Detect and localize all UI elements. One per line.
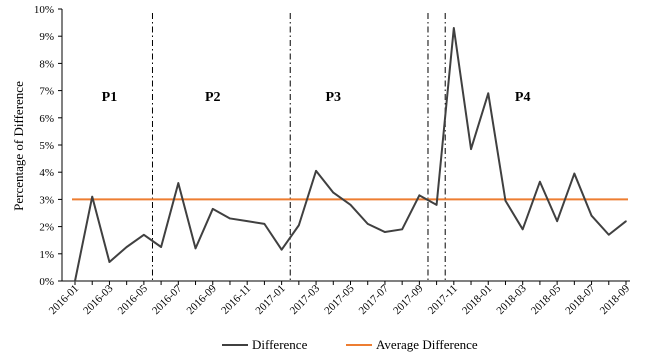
series-difference-point <box>229 217 231 220</box>
x-tick-label: 2018-03 <box>494 282 529 317</box>
series-difference-point <box>91 195 94 198</box>
period-labels: P1 P2 P3 P4 <box>102 90 531 105</box>
series-difference-point <box>246 220 248 222</box>
series-difference-point <box>74 280 76 282</box>
legend-label-average-difference: Average Difference <box>376 337 478 352</box>
x-axis: 2016-01 2016-03 2016-05 2016-07 2016-09 2016-… <box>47 280 633 317</box>
x-tick-label: 2017-03 <box>288 282 323 317</box>
series-difference-point <box>332 191 335 194</box>
series-difference-point <box>487 92 490 95</box>
y-tick-label: 9% <box>39 31 54 43</box>
x-tick-label: 2017-01 <box>253 283 287 317</box>
series-difference-point <box>108 261 111 263</box>
series-difference-point <box>160 246 162 248</box>
series-difference-point <box>125 246 128 248</box>
series-difference-point <box>298 224 300 227</box>
series-difference-line <box>74 27 627 282</box>
x-tick-label: 2018-07 <box>563 282 598 317</box>
series-difference-point <box>470 148 472 150</box>
x-tick-label: 2017-09 <box>391 282 426 317</box>
x-tick-label: 2016-09 <box>184 282 219 317</box>
y-tick-label: 7% <box>39 86 54 98</box>
series-difference-point <box>625 220 627 222</box>
x-tick-label: 2018-05 <box>529 282 564 317</box>
series-difference-point <box>263 223 266 225</box>
x-tick-label: 2016-07 <box>150 282 185 317</box>
x-tick-label: 2017-11 <box>426 283 460 317</box>
x-tick-label: 2016-11 <box>219 283 253 317</box>
y-axis: 0% 1% 2% 3% 4% 5% 6% 7% 8% 9% 10% <box>34 4 63 288</box>
series-difference-point <box>453 27 455 29</box>
x-tick-label: 2018-01 <box>460 283 494 317</box>
series-difference-point <box>384 231 386 233</box>
plot-area <box>72 27 628 282</box>
y-tick-label: 2% <box>39 222 54 234</box>
period-label-p1: P1 <box>102 90 118 105</box>
series-difference-point <box>280 248 283 251</box>
x-tick-label: 2018-09 <box>598 282 633 317</box>
series-difference-point <box>211 208 214 210</box>
series-difference-point <box>521 228 524 231</box>
series-difference-point <box>194 247 197 250</box>
period-label-p4: P4 <box>515 90 531 105</box>
x-tick-label: 2017-07 <box>357 282 392 317</box>
series-difference-point <box>143 233 145 236</box>
series-difference-point <box>177 182 180 184</box>
y-axis-title: Percentage of Difference <box>11 81 26 211</box>
series-difference-point <box>556 220 558 222</box>
y-tick-label: 5% <box>39 140 54 152</box>
series-difference-point <box>366 223 369 225</box>
y-tick-label: 10% <box>34 4 54 16</box>
series-difference-point <box>539 180 541 183</box>
y-tick-label: 3% <box>39 194 54 206</box>
x-tick-label: 2016-03 <box>81 282 116 317</box>
series-difference-point <box>349 204 352 206</box>
series-difference-point <box>504 199 507 202</box>
period-label-p3: P3 <box>326 90 342 105</box>
series-difference-point <box>573 172 576 175</box>
series-difference-point <box>418 194 421 197</box>
series-difference-point <box>435 204 438 206</box>
y-tick-label: 4% <box>39 167 54 179</box>
period-label-p2: P2 <box>205 90 221 105</box>
period-dividers <box>151 13 446 281</box>
y-tick-label: 6% <box>39 113 54 125</box>
x-tick-label: 2016-05 <box>116 282 151 317</box>
legend-label-difference: Difference <box>252 337 308 352</box>
series-difference-point <box>401 228 403 231</box>
legend: Difference Average Difference <box>222 337 478 352</box>
series-difference-point <box>315 170 317 172</box>
series-difference-point <box>607 233 610 236</box>
y-tick-label: 1% <box>39 249 54 261</box>
x-tick-label: 2017-05 <box>322 282 357 317</box>
y-tick-label: 8% <box>39 58 54 70</box>
y-tick-label: 0% <box>39 276 54 288</box>
series-difference-point <box>590 214 593 217</box>
